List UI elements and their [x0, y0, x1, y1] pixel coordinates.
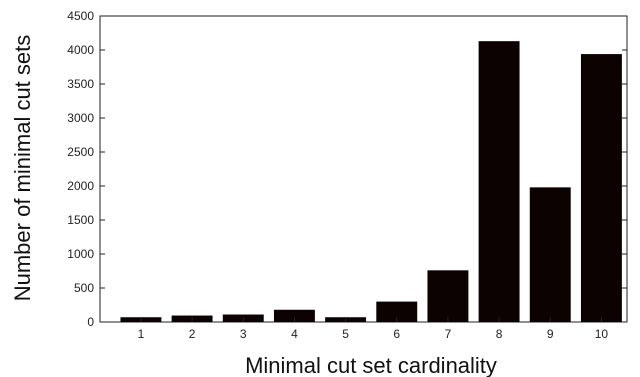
y-tick-label: 3500	[67, 77, 94, 91]
x-tick-label: 3	[240, 327, 247, 341]
y-tick-label: 500	[74, 281, 94, 295]
y-axis-ticks: 0 500 1000 1500 2000 2500 3000 3500 4000 4500	[67, 9, 627, 329]
y-tick-label: 4000	[67, 43, 94, 57]
x-tick-label: 5	[342, 327, 349, 341]
bar-7	[427, 270, 469, 322]
y-axis-label: Number of minimal cut sets	[10, 35, 35, 302]
y-tick-label: 2000	[67, 179, 94, 193]
y-tick-label: 3000	[67, 111, 94, 125]
x-tick-label: 8	[496, 327, 503, 341]
bar-9	[529, 187, 571, 322]
bars	[120, 41, 622, 323]
x-tick-label: 9	[547, 327, 554, 341]
x-tick-label: 7	[445, 327, 452, 341]
y-tick-label: 1000	[67, 247, 94, 261]
bar-4	[273, 309, 315, 322]
y-tick-label: 0	[87, 315, 94, 329]
x-tick-label: 1	[138, 327, 145, 341]
x-axis-ticks: 1 2 3 4 5 6 7 8 9 10	[138, 317, 609, 341]
x-tick-label: 4	[291, 327, 298, 341]
x-tick-label: 10	[595, 327, 609, 341]
bar-8	[478, 41, 520, 322]
y-tick-label: 2500	[67, 145, 94, 159]
x-axis-label: Minimal cut set cardinality	[245, 353, 497, 377]
bar-10	[580, 54, 622, 323]
y-tick-label: 1500	[67, 213, 94, 227]
bar-6	[376, 301, 418, 322]
x-tick-label: 6	[393, 327, 400, 341]
x-tick-label: 2	[189, 327, 196, 341]
y-tick-label: 4500	[67, 9, 94, 23]
